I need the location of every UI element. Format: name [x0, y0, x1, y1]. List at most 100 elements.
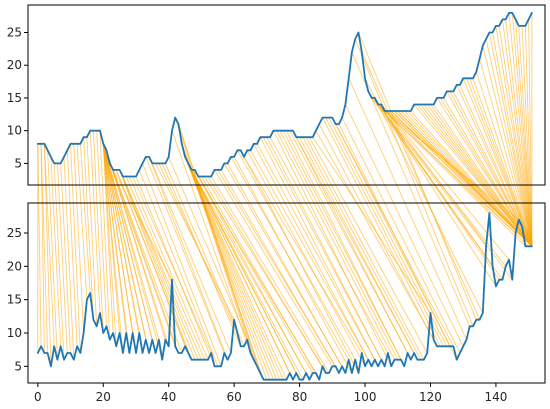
warp-line [184, 156, 278, 380]
x-axis-ticks: 0 20 40 60 80 100 120 140 [34, 383, 507, 404]
warp-line [79, 143, 91, 294]
warp-line [309, 136, 428, 354]
warp-line [210, 176, 330, 374]
warp-line [344, 104, 464, 347]
warp-line [482, 45, 533, 247]
warp-line [151, 163, 232, 354]
x-tick-label: 60 [227, 390, 242, 404]
warp-line [515, 19, 533, 247]
warp-line [63, 156, 75, 360]
warp-line [354, 38, 474, 327]
warp-line [233, 156, 353, 374]
warp-line [338, 123, 458, 360]
warp-line [502, 19, 533, 247]
warp-line [132, 176, 212, 354]
top-axes-frame [27, 4, 546, 186]
warp-line [256, 143, 376, 360]
warp-line [40, 143, 49, 354]
bottom-axes-frame [27, 202, 546, 384]
warp-line [381, 104, 513, 280]
warp-line [184, 156, 284, 380]
warp-line [168, 156, 248, 340]
warp-line [171, 130, 251, 354]
x-tick-label: 40 [161, 390, 176, 404]
warp-line [102, 143, 124, 354]
top-y-tick-label: 25 [7, 25, 22, 39]
warp-line [272, 130, 392, 367]
warp-line [56, 163, 68, 354]
warp-line [469, 78, 533, 247]
warp-line [184, 156, 281, 380]
warp-line [488, 32, 533, 247]
warp-line [122, 176, 199, 360]
warp-line [508, 12, 533, 247]
warp-line [328, 117, 448, 347]
warp-line [102, 143, 130, 354]
warp-line [201, 176, 320, 380]
warp-line [358, 32, 477, 320]
warp-line [498, 25, 533, 247]
warp-line [276, 130, 395, 360]
warp-line [184, 156, 287, 380]
top-y-tick-label: 5 [14, 156, 22, 170]
warp-line [269, 136, 389, 354]
warp-line [240, 150, 359, 374]
warp-line [119, 169, 196, 360]
x-tick-label: 120 [419, 390, 442, 404]
warp-line [60, 163, 71, 354]
warp-line [220, 169, 340, 374]
warp-line [302, 136, 422, 360]
warp-line [374, 97, 500, 280]
warp-line [459, 84, 533, 247]
warp-line [194, 169, 310, 380]
warp-line [115, 169, 189, 354]
warp-line [466, 78, 533, 247]
warp-line [387, 110, 526, 247]
warp-line [443, 97, 533, 247]
warp-line [122, 176, 202, 360]
warp-line [102, 143, 137, 354]
warp-line [325, 117, 445, 347]
x-tick-label: 80 [292, 390, 307, 404]
bottom-series-line [36, 212, 533, 381]
warp-line [299, 136, 418, 360]
warp-line [259, 136, 379, 367]
warp-line [348, 78, 467, 340]
warp-line [99, 130, 111, 340]
warp-line [161, 163, 242, 347]
warp-line [43, 143, 52, 367]
warp-line [184, 156, 274, 380]
warp-line [266, 136, 386, 367]
warp-line [377, 104, 503, 280]
warp-line [292, 130, 412, 360]
warp-line [102, 143, 117, 347]
bottom-y-tick-label: 15 [7, 293, 22, 307]
warp-line [102, 143, 150, 354]
warp-line [142, 163, 222, 367]
warp-line [505, 19, 533, 247]
top-panel: 5 10 15 20 25 [7, 4, 546, 186]
warp-line [86, 137, 98, 327]
warp-line [282, 130, 402, 360]
warp-line [109, 163, 176, 347]
warp-line [243, 156, 363, 354]
x-tick-label: 100 [354, 390, 377, 404]
warp-line [305, 136, 425, 360]
warp-line [92, 130, 104, 334]
warp-line [66, 150, 78, 347]
warp-line [102, 143, 143, 354]
warp-line [96, 130, 107, 327]
warp-line [227, 163, 346, 374]
warp-line [83, 137, 94, 320]
warp-line [462, 78, 533, 247]
top-y-tick-label: 10 [7, 124, 22, 138]
x-tick-label: 20 [96, 390, 111, 404]
warp-line [184, 156, 294, 380]
warp-line [128, 176, 209, 360]
warp-line [53, 163, 65, 360]
warp-line [148, 156, 229, 360]
warp-line [364, 78, 484, 314]
warp-line [524, 25, 533, 247]
warp-line [112, 169, 179, 354]
